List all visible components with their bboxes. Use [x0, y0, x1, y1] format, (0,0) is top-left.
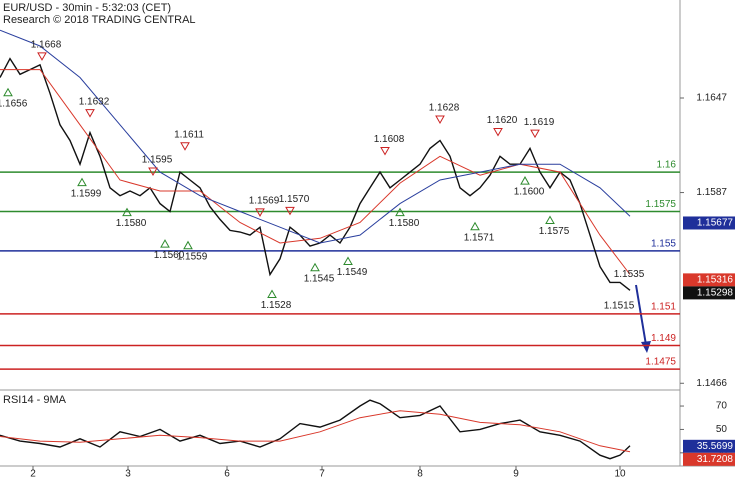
series-line — [0, 29, 631, 244]
low-label: 1.1599 — [71, 188, 102, 199]
y-tick-label: 50 — [716, 424, 728, 435]
low-marker — [545, 215, 555, 224]
low-marker — [343, 256, 353, 265]
rsi-title: RSI14 - 9MA — [3, 394, 67, 406]
price-box-label: 1.15316 — [697, 275, 734, 286]
chart-subtitle: Research © 2018 TRADING CENTRAL — [3, 14, 196, 26]
price-box — [683, 439, 735, 453]
series-line — [0, 410, 631, 453]
high-label: 1.1569 — [249, 196, 280, 207]
price-note: 1.1515 — [604, 301, 635, 312]
price-box-label: 31.7208 — [697, 454, 734, 465]
low-label: 1.1528 — [261, 300, 292, 311]
high-marker — [493, 128, 503, 137]
y-tick-label: 1.1466 — [696, 378, 727, 389]
level-label: 1.149 — [651, 333, 676, 344]
high-marker — [285, 206, 295, 216]
high-marker — [255, 208, 265, 217]
x-tick-label: 8 — [417, 469, 423, 480]
high-marker — [85, 109, 95, 118]
low-marker — [77, 177, 87, 187]
level-label: 1.1475 — [645, 357, 676, 368]
high-label: 1.1570 — [279, 194, 310, 205]
level-label: 1.16 — [657, 160, 677, 171]
low-label: 1.1559 — [177, 251, 208, 262]
level-label: 1.151 — [651, 302, 676, 313]
high-label: 1.1619 — [524, 117, 555, 128]
level-label: 1.155 — [651, 239, 676, 250]
high-marker — [148, 167, 158, 176]
low-label: 1.1600 — [514, 187, 545, 198]
low-marker — [395, 207, 405, 217]
level-label: 1.1575 — [645, 199, 676, 210]
low-marker — [520, 176, 530, 185]
price-box — [683, 286, 735, 300]
price-note: 1.1535 — [614, 269, 645, 280]
low-label: 1.1545 — [304, 273, 335, 284]
high-marker — [180, 142, 190, 151]
low-marker — [160, 239, 170, 248]
low-label: 1.1656 — [0, 98, 28, 109]
series-line — [0, 57, 631, 291]
x-tick-label: 2 — [30, 469, 36, 480]
forecast-arrowhead — [641, 341, 651, 353]
low-label: 1.1580 — [116, 218, 147, 229]
low-label: 1.1580 — [389, 218, 420, 229]
price-box-label: 1.15298 — [697, 288, 734, 299]
price-box — [683, 452, 735, 466]
low-label: 1.1560 — [154, 250, 185, 261]
y-tick-label: 70 — [716, 401, 728, 412]
price-box-label: 35.5699 — [697, 441, 734, 452]
y-tick-label: 1.1647 — [696, 93, 727, 104]
x-tick-label: 10 — [614, 469, 626, 480]
x-tick-label: 7 — [319, 469, 325, 480]
y-tick-label: 1.1587 — [696, 187, 727, 198]
high-marker — [435, 115, 445, 124]
high-label: 1.1608 — [374, 134, 405, 145]
high-label: 1.1611 — [174, 129, 204, 140]
low-marker — [470, 221, 480, 231]
x-tick-label: 6 — [224, 469, 230, 480]
high-marker — [530, 129, 540, 139]
low-marker — [310, 262, 320, 272]
forecast-arrow — [635, 284, 647, 346]
high-marker — [380, 146, 390, 156]
high-label: 1.1620 — [487, 115, 518, 126]
series-line — [0, 399, 631, 460]
price-box — [683, 273, 735, 287]
price-box-label: 1.15677 — [697, 218, 734, 229]
chart-title: EUR/USD - 30min - 5:32:03 (CET) — [3, 2, 171, 14]
low-label: 1.1549 — [337, 267, 368, 278]
high-label: 1.1595 — [142, 155, 173, 166]
high-label: 1.1632 — [79, 96, 110, 107]
low-marker — [122, 207, 132, 217]
high-label: 1.1628 — [429, 103, 460, 114]
low-marker — [3, 87, 13, 97]
low-marker — [183, 240, 193, 250]
low-marker — [267, 289, 277, 299]
x-tick-label: 9 — [513, 469, 519, 480]
high-marker — [37, 52, 47, 61]
high-label: 1.1668 — [31, 40, 62, 51]
x-tick-label: 3 — [125, 469, 131, 480]
price-box — [683, 216, 735, 230]
low-label: 1.1571 — [464, 232, 495, 243]
low-label: 1.1575 — [539, 226, 570, 237]
series-line — [0, 69, 631, 275]
